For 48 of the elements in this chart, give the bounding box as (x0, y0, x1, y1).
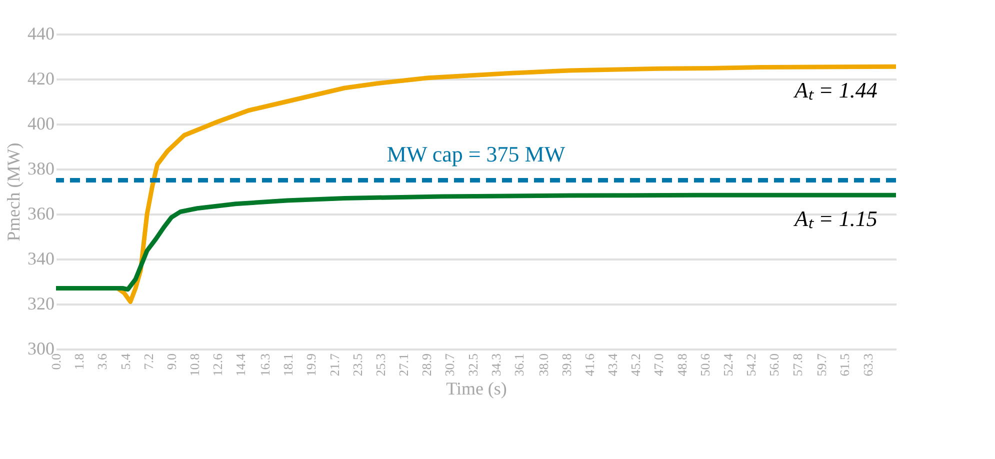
x-tick-label: 7.2 (140, 354, 156, 370)
x-tick-label: 23.5 (350, 354, 365, 376)
x-tick-label: 57.8 (790, 354, 805, 376)
y-tick-label: 320 (28, 294, 54, 314)
x-tick-label: 39.8 (558, 354, 574, 376)
x-tick-label: 61.5 (837, 354, 852, 376)
y-tick-label: 440 (28, 24, 54, 44)
x-tick-label: 63.3 (860, 354, 876, 376)
x-tick-label: 9.0 (164, 354, 179, 370)
x-tick-label: 59.7 (814, 353, 830, 376)
x-tick-label: 45.2 (628, 354, 644, 376)
x-tick-label: 43.4 (605, 353, 620, 376)
y-tick-label: 360 (28, 204, 54, 224)
annotation: Aₜ = 1.44 (792, 78, 878, 103)
x-tick-label: 14.4 (233, 353, 248, 376)
x-tick-label: 50.6 (697, 353, 712, 376)
x-tick-label: 47.0 (651, 354, 666, 376)
ref-line-label: MW cap = 375 MW (386, 141, 566, 166)
x-tick-label: 1.8 (72, 354, 87, 370)
x-tick-label: 34.3 (488, 354, 504, 376)
y-tick-label: 400 (28, 114, 54, 134)
x-tick-label: 3.6 (94, 353, 110, 370)
x-tick-label: 18.1 (280, 354, 296, 376)
x-tick-label: 5.4 (118, 353, 133, 370)
x-tick-label: 48.8 (674, 354, 690, 376)
x-tick-label: 52.4 (720, 353, 736, 376)
y-tick-label: 380 (28, 158, 54, 178)
x-tick-label: 19.9 (304, 354, 319, 376)
x-tick-label: 56.0 (766, 354, 782, 376)
x-tick-label: 30.7 (442, 353, 458, 376)
y-axis-title: Pmech (MW) (4, 142, 24, 242)
y-tick-label: 420 (28, 68, 54, 88)
x-tick-label: 38.0 (536, 354, 551, 376)
x-tick-label: 28.9 (419, 354, 434, 376)
y-tick-label: 340 (28, 248, 54, 268)
x-tick-label: 0.0 (48, 354, 64, 370)
x-tick-label: 32.5 (465, 354, 480, 376)
x-tick-label: 21.7 (326, 353, 342, 376)
x-tick-label: 25.3 (372, 354, 388, 376)
x-tick-label: 12.6 (210, 353, 226, 376)
x-axis-title: Time (s) (446, 378, 507, 398)
x-tick-label: 41.6 (582, 353, 597, 376)
x-tick-label: 16.3 (258, 354, 273, 376)
x-tick-label: 36.1 (511, 354, 526, 376)
x-tick-label: 10.8 (187, 354, 202, 376)
x-tick-label: 54.2 (744, 354, 759, 376)
x-tick-label: 27.1 (396, 354, 412, 376)
annotation: Aₜ = 1.15 (792, 206, 878, 232)
